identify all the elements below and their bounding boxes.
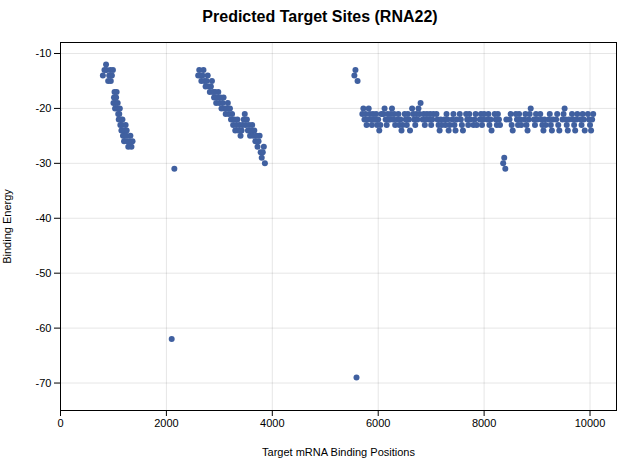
svg-text:-30: -30 xyxy=(36,157,52,169)
svg-text:-70: -70 xyxy=(36,377,52,389)
svg-text:-10: -10 xyxy=(36,47,52,59)
svg-text:-50: -50 xyxy=(36,267,52,279)
svg-text:6000: 6000 xyxy=(366,417,390,429)
svg-text:-40: -40 xyxy=(36,212,52,224)
svg-text:Binding Energy: Binding Energy xyxy=(1,189,13,264)
svg-text:2000: 2000 xyxy=(154,417,178,429)
svg-text:0: 0 xyxy=(57,417,63,429)
svg-text:-20: -20 xyxy=(36,102,52,114)
svg-text:-60: -60 xyxy=(36,322,52,334)
svg-text:4000: 4000 xyxy=(260,417,284,429)
html-text:Predicted Target Sites (RNA22): Predicted Target Sites (RNA22) xyxy=(202,8,438,25)
svg-text:8000: 8000 xyxy=(472,417,496,429)
svg-text:10000: 10000 xyxy=(575,417,606,429)
svg-text:Target mRNA Binding Positions: Target mRNA Binding Positions xyxy=(262,446,415,458)
